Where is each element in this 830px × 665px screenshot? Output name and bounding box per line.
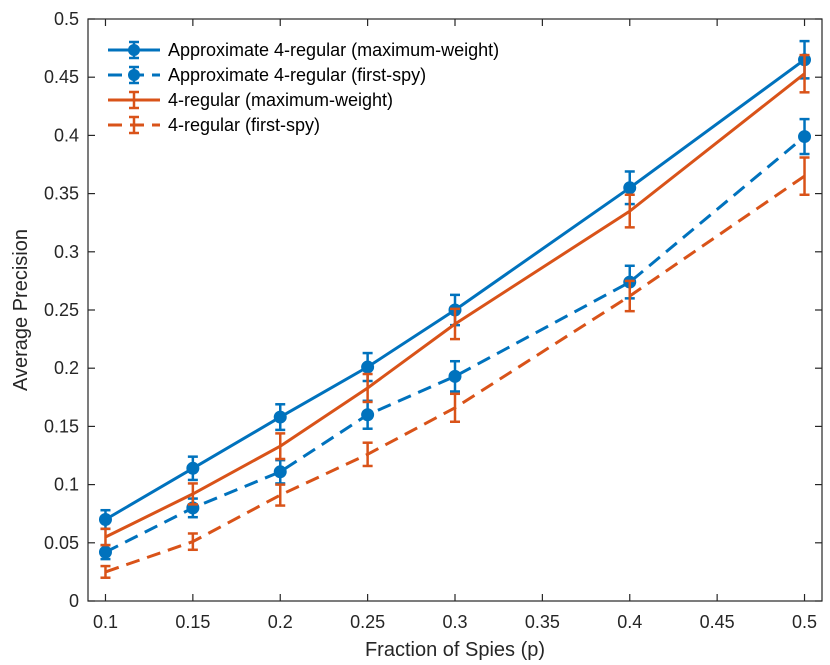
y-tick-label: 0.05: [44, 533, 79, 553]
x-tick-label: 0.15: [175, 612, 210, 632]
x-tick-label: 0.3: [442, 612, 467, 632]
y-tick-label: 0.15: [44, 416, 79, 436]
y-tick-label: 0.35: [44, 184, 79, 204]
data-point: [448, 369, 462, 383]
data-point: [186, 461, 200, 475]
legend-item-1: Approximate 4-regular (maximum-weight): [108, 40, 499, 60]
data-point: [623, 181, 637, 195]
x-tick-label: 0.4: [617, 612, 642, 632]
data-point: [361, 408, 375, 422]
legend-swatch-marker: [128, 69, 140, 81]
series-2: [98, 117, 812, 561]
x-tick-label: 0.5: [792, 612, 817, 632]
series-3: [100, 53, 810, 547]
data-point: [98, 513, 112, 527]
x-tick-label: 0.25: [350, 612, 385, 632]
legend: Approximate 4-regular (maximum-weight) Ap…: [108, 40, 499, 135]
legend-label: Approximate 4-regular (maximum-weight): [168, 40, 499, 60]
legend-label: 4-regular (maximum-weight): [168, 90, 393, 110]
axes-layer: 0.1 0.15 0.2 0.25 0.3 0.35 0.4 0.45 0.5 0 0.05 0.1 0…: [44, 9, 823, 632]
y-tick-label: 0.2: [54, 358, 79, 378]
data-point: [361, 360, 375, 374]
y-tick-label: 0.4: [54, 125, 79, 145]
x-tick-label: 0.45: [700, 612, 735, 632]
y-tick-label: 0: [69, 591, 79, 611]
series-4: [100, 156, 810, 579]
legend-item-3: 4-regular (maximum-weight): [108, 90, 393, 110]
x-tick-label: 0.2: [268, 612, 293, 632]
y-tick-label: 0.45: [44, 67, 79, 87]
data-point: [98, 545, 112, 559]
data-point: [273, 410, 287, 424]
legend-label: 4-regular (first-spy): [168, 115, 320, 135]
y-axis-label: Average Precision: [10, 229, 32, 391]
y-tick-label: 0.1: [54, 475, 79, 495]
legend-item-2: Approximate 4-regular (first-spy): [108, 65, 426, 85]
x-tick-label: 0.1: [93, 612, 118, 632]
y-tick-label: 0.5: [54, 9, 79, 29]
series-layer: [98, 39, 812, 579]
data-point: [798, 130, 812, 144]
y-tick-label: 0.25: [44, 300, 79, 320]
data-point: [273, 465, 287, 479]
legend-swatch-marker: [128, 44, 140, 56]
x-axis-label: Fraction of Spies (p): [365, 639, 545, 661]
legend-label: Approximate 4-regular (first-spy): [168, 65, 426, 85]
legend-item-4: 4-regular (first-spy): [108, 115, 320, 135]
y-tick-label: 0.3: [54, 242, 79, 262]
x-tick-label: 0.35: [525, 612, 560, 632]
